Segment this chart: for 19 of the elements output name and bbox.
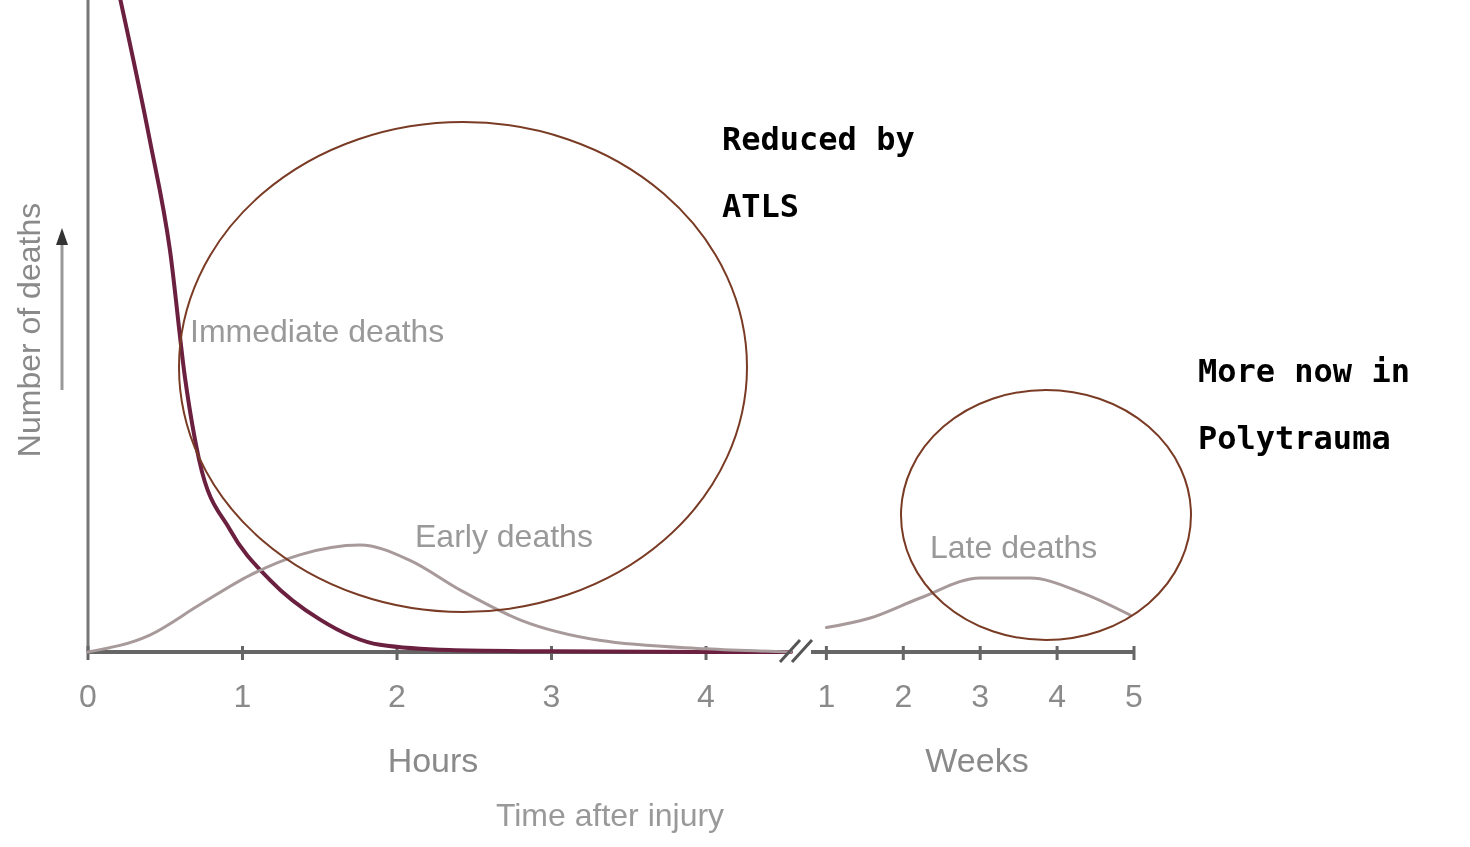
x-tick-label: 4: [1048, 678, 1066, 714]
annotation: Reduced by ATLS: [722, 120, 915, 225]
series-label: Early deaths: [415, 518, 593, 554]
x-tick-label: 1: [817, 678, 836, 714]
x-tick-label: 5: [1125, 678, 1143, 714]
x-axis-title: Hours: [387, 741, 479, 779]
x-axis-title: Weeks: [925, 741, 1029, 779]
x-tick-label: 3: [971, 678, 990, 714]
series-label: Late deaths: [930, 529, 1098, 565]
x-tick-label: 3: [542, 678, 561, 714]
x-tick-label: 1: [233, 678, 252, 714]
x-tick-label: 0: [79, 678, 97, 714]
text: More now in Polytrauma: [1198, 352, 1410, 457]
x-tick-label: 2: [894, 678, 913, 714]
x-tick-label: 2: [388, 678, 406, 714]
x-tick-label: 4: [697, 678, 715, 714]
text: Time after injury: [495, 797, 725, 833]
series-label: Immediate deaths: [190, 313, 445, 349]
y-axis-title: Number of deaths: [11, 202, 47, 458]
